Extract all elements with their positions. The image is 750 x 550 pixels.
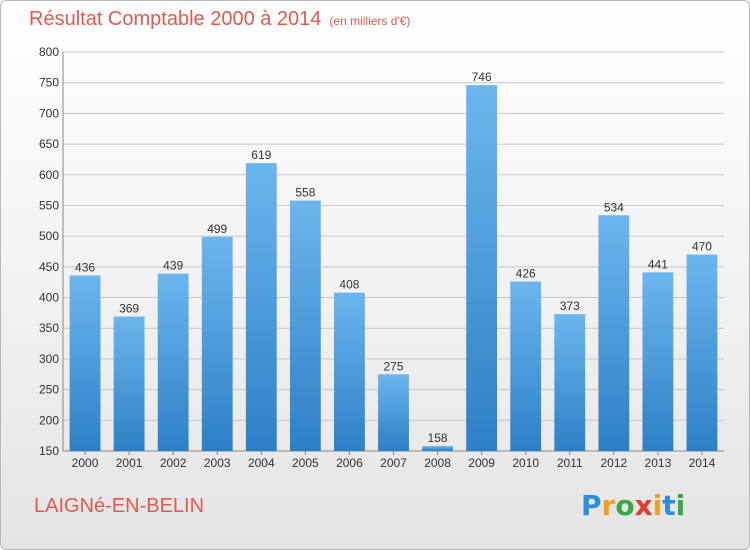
- bar: [289, 200, 321, 451]
- logo-letter: r: [601, 489, 616, 522]
- x-tick-label: 2009: [468, 456, 495, 470]
- y-tick-label: 250: [39, 383, 59, 397]
- data-label: 158: [428, 431, 448, 445]
- y-tick-label: 300: [39, 352, 59, 366]
- data-label: 373: [560, 299, 580, 313]
- data-label: 534: [604, 200, 624, 214]
- logo-letter: o: [615, 489, 635, 522]
- x-tick-label: 2013: [645, 456, 672, 470]
- data-label: 619: [251, 148, 271, 162]
- chart-title-text: Résultat Comptable 2000 à 2014: [29, 8, 322, 30]
- data-label: 369: [119, 302, 139, 316]
- y-tick-label: 600: [39, 168, 59, 182]
- y-tick-label: 150: [39, 444, 59, 458]
- bar: [113, 316, 145, 451]
- x-tick-label: 2008: [424, 456, 451, 470]
- location-label: LAIGNé-EN-BELIN: [34, 495, 205, 517]
- x-tick-label: 2002: [160, 456, 187, 470]
- bar: [334, 292, 365, 451]
- data-label: 436: [75, 260, 95, 274]
- y-tick-label: 800: [39, 45, 59, 59]
- chart-title: Résultat Comptable 2000 à 2014 (en millie…: [29, 8, 410, 31]
- y-tick-label: 200: [39, 413, 59, 427]
- bar: [598, 215, 630, 451]
- data-label: 275: [383, 359, 403, 373]
- data-label: 558: [295, 186, 315, 200]
- bar: [642, 272, 674, 451]
- y-tick-label: 500: [39, 229, 59, 243]
- logo-letter: t: [662, 489, 676, 522]
- bar: [686, 254, 718, 451]
- bar: [157, 273, 189, 451]
- data-label: 746: [472, 70, 492, 84]
- logo-letter: P: [581, 489, 602, 522]
- proxiti-logo: Proxiti: [581, 489, 685, 522]
- bar: [466, 85, 498, 451]
- x-tick-label: 2003: [204, 456, 231, 470]
- y-tick-label: 650: [39, 137, 59, 151]
- data-label: 439: [163, 259, 183, 273]
- bar: [245, 163, 277, 452]
- bar: [554, 314, 586, 451]
- x-tick-label: 2014: [689, 456, 716, 470]
- data-label: 408: [339, 278, 359, 292]
- y-tick-label: 400: [39, 291, 59, 305]
- x-tick-label: 2000: [72, 456, 99, 470]
- bar: [422, 446, 453, 451]
- logo-letter: i: [652, 489, 663, 522]
- data-label: 470: [692, 240, 712, 254]
- bar: [69, 275, 101, 451]
- y-tick-label: 550: [39, 198, 59, 212]
- logo-letter: x: [634, 489, 653, 522]
- bar: [378, 374, 409, 451]
- x-tick-label: 2006: [336, 456, 363, 470]
- y-tick-label: 350: [39, 321, 59, 335]
- data-label: 499: [207, 222, 227, 236]
- chart-subtitle: (en milliers d'€): [329, 14, 411, 28]
- x-tick-label: 2010: [512, 456, 539, 470]
- x-tick-label: 2011: [557, 456, 583, 470]
- x-tick-label: 2012: [600, 456, 627, 470]
- y-tick-label: 700: [39, 106, 59, 120]
- bar: [201, 236, 233, 451]
- data-label: 426: [516, 267, 536, 281]
- bar: [510, 281, 542, 451]
- x-tick-label: 2001: [116, 456, 143, 470]
- data-label: 441: [648, 257, 668, 271]
- x-tick-label: 2005: [292, 456, 319, 470]
- x-tick-label: 2004: [248, 456, 275, 470]
- x-tick-label: 2007: [380, 456, 407, 470]
- logo-letter: i: [675, 489, 686, 522]
- y-tick-label: 750: [39, 76, 59, 90]
- y-tick-label: 450: [39, 260, 59, 274]
